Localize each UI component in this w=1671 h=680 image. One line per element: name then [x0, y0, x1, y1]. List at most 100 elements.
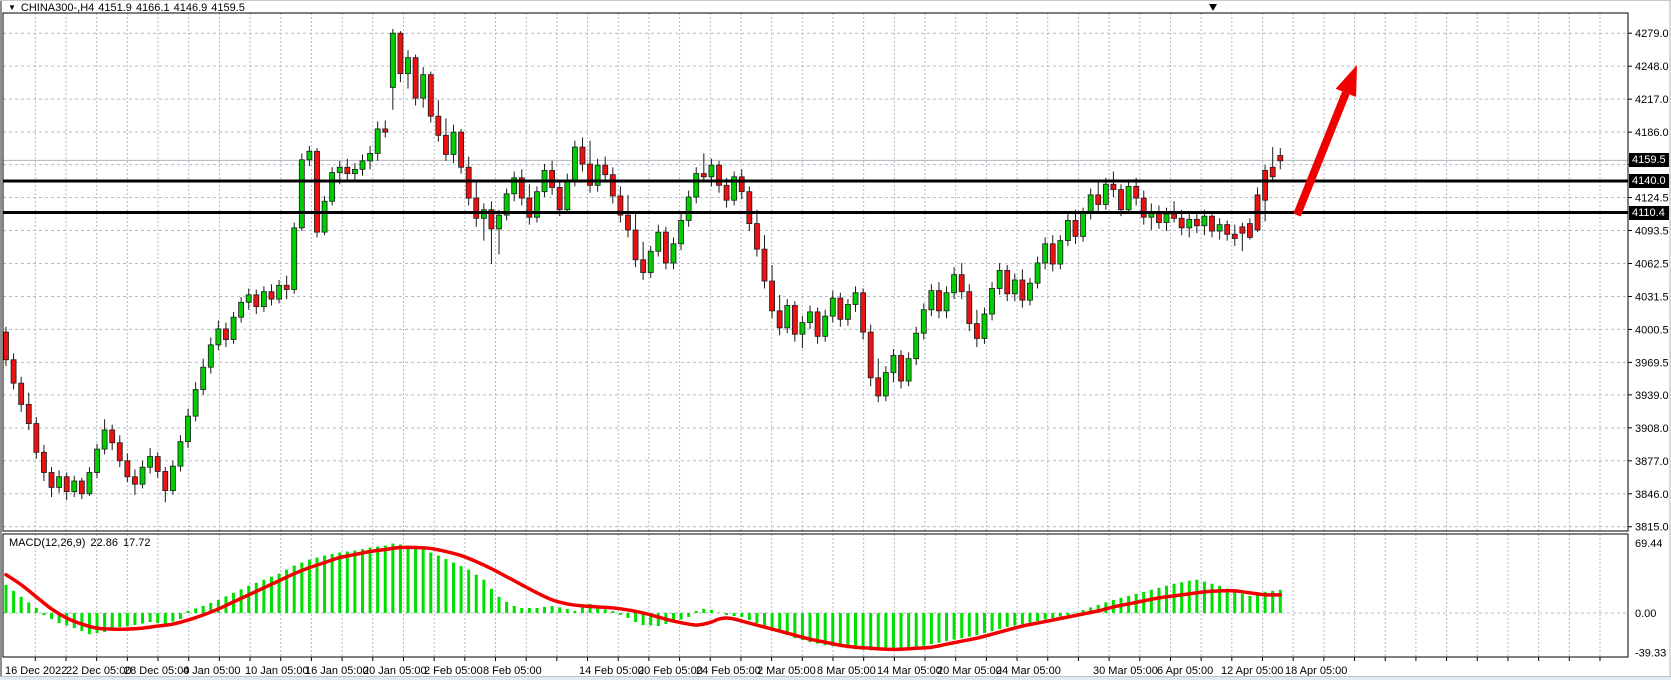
macd-histogram-bar [816, 612, 820, 644]
candle [101, 429, 108, 450]
candle [139, 466, 146, 485]
candle [1011, 279, 1018, 295]
candle [1042, 243, 1049, 264]
macd-histogram-bar [50, 612, 54, 620]
candle [905, 358, 912, 382]
candle [1216, 224, 1223, 232]
macd-histogram-bar [4, 584, 8, 613]
candle [678, 220, 684, 245]
macd-histogram-bar [1096, 604, 1100, 613]
macd-histogram-bar [1043, 612, 1047, 620]
candle [784, 305, 791, 329]
macd-histogram-bar [345, 551, 349, 613]
window-border-right [1669, 1, 1671, 680]
macd-histogram-bar [1278, 589, 1282, 613]
macd-histogram-bar [527, 607, 531, 613]
candle [496, 214, 502, 230]
candle [3, 331, 9, 361]
macd-histogram-bar [376, 546, 380, 613]
candle [700, 173, 707, 178]
candle [898, 355, 904, 382]
time-tick-label: 6 Apr 05:00 [1157, 665, 1213, 677]
candle [276, 284, 282, 300]
chevron-down-icon[interactable]: ▼ [8, 3, 16, 12]
time-tick-label: 4 Jan 05:00 [183, 665, 241, 677]
candle [670, 243, 677, 264]
candle [450, 131, 457, 155]
time-tick-label: 10 Jan 05:00 [245, 665, 309, 677]
macd-histogram-bar [702, 608, 706, 613]
candle [405, 57, 411, 75]
ohlc-close: 4159.5 [211, 2, 245, 14]
price-tick-label: 4279.0 [1635, 28, 1669, 40]
macd-histogram-bar [216, 599, 220, 613]
candle [1118, 189, 1124, 211]
macd-histogram-bar [838, 612, 842, 648]
candle [534, 191, 540, 218]
macd-signal-line [4, 545, 1283, 652]
macd-histogram-bar [1073, 612, 1077, 613]
window-border-left [0, 1, 2, 680]
candle [260, 291, 267, 307]
price-tick-label: 4248.0 [1635, 61, 1669, 73]
candle [1269, 166, 1276, 178]
candle [973, 323, 980, 339]
trend-arrow-head[interactable] [1335, 65, 1357, 97]
time-tick-label: 28 Dec 05:00 [124, 665, 189, 677]
macd-histogram-bar [763, 612, 766, 627]
support-line-badge: 4110.4 [1629, 205, 1671, 220]
macd-histogram-bar [489, 588, 493, 613]
candle [71, 480, 78, 493]
macd-histogram-bar [444, 559, 448, 613]
macd-histogram-bar [27, 602, 31, 613]
candle [602, 164, 609, 176]
candle [1027, 282, 1033, 301]
macd-histogram-bar [747, 612, 751, 621]
macd-histogram-bar [353, 550, 357, 613]
candle [632, 229, 639, 261]
macd-histogram-bar [1020, 612, 1024, 625]
candle [571, 146, 578, 181]
candle [336, 166, 343, 173]
macd-histogram-bar [611, 610, 615, 613]
macd-histogram-bar [960, 612, 964, 639]
candle [776, 310, 783, 329]
candle [860, 292, 867, 333]
macd-histogram-bar [596, 607, 600, 613]
macd-histogram-bar [1240, 593, 1244, 613]
candle [185, 415, 191, 443]
macd-histogram-bar [1225, 588, 1229, 613]
candle [837, 297, 844, 320]
candle [382, 128, 389, 133]
macd-histogram-bar [717, 612, 721, 613]
candle [852, 292, 859, 305]
macd-histogram-bar [239, 589, 243, 613]
candle [465, 166, 472, 199]
macd-histogram-bar [998, 612, 1002, 630]
macd-histogram-bar [649, 612, 653, 626]
macd-histogram-bar [808, 612, 812, 643]
macd-histogram-bar [277, 573, 281, 613]
price-tick-label: 4124.5 [1635, 193, 1669, 205]
macd-histogram-bar [907, 612, 911, 649]
candle [177, 441, 184, 467]
macd-histogram-bar [1233, 591, 1237, 613]
candle [268, 291, 275, 300]
macd-histogram-bar [755, 612, 759, 624]
macd-histogram-bar [823, 612, 827, 646]
macd-histogram-bar [57, 612, 61, 624]
candle [124, 460, 131, 478]
pane-separator[interactable] [3, 531, 1628, 534]
candle [1087, 194, 1094, 214]
price-tick-label: 3908.0 [1635, 423, 1669, 435]
trend-arrow-shaft[interactable] [1293, 91, 1350, 217]
macd-histogram-bar [618, 612, 622, 615]
macd-histogram-bar [785, 612, 789, 636]
chart-shift-marker[interactable] [1209, 4, 1217, 11]
macd-histogram-bar [740, 612, 744, 618]
candle [1049, 243, 1056, 265]
macd-histogram-bar [891, 612, 895, 650]
macd-histogram-bar [573, 610, 577, 613]
macd-histogram-bar [603, 609, 607, 613]
